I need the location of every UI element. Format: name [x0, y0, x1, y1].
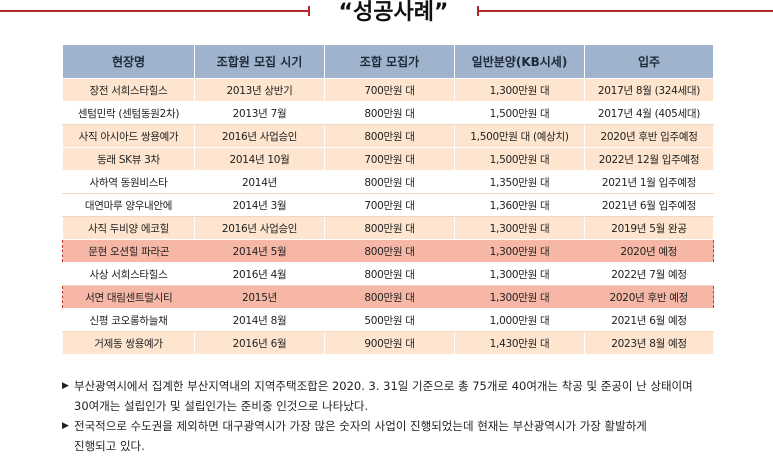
cell-general-sale-price: 1,500만원 대	[454, 147, 585, 171]
cell-move-in: 2020년 예정	[584, 239, 714, 263]
cell-recruit-period: 2015년	[194, 285, 325, 309]
success-cases-table: 현장명 조합원 모집 시기 조합 모집가 일반분양(KB시세) 입주 장전 서희…	[62, 44, 714, 355]
note-line: 30여개는 설립인가 및 설립인가는 준비중 인것으로 나타났다.	[74, 399, 369, 413]
cell-recruit-period: 2014년 3월	[194, 193, 325, 217]
title-banner: “성공사례”	[0, 0, 773, 36]
cell-recruit-period: 2016년 사업승인	[194, 216, 325, 240]
cell-site-name: 센텀민락 (센텀동원2차)	[62, 101, 195, 125]
title-rule-left-tick	[308, 6, 310, 16]
column-header-recruit-period: 조합원 모집 시기	[194, 44, 325, 79]
cell-general-sale-price: 1,430만원 대	[454, 331, 585, 355]
cell-recruit-period: 2013년 상반기	[194, 78, 325, 102]
cell-move-in: 2017년 4월 (405세대)	[584, 101, 714, 125]
cell-site-name: 거제동 쌍용예가	[62, 331, 195, 355]
cell-site-name: 장전 서희스타힐스	[62, 78, 195, 102]
cell-general-sale-price: 1,300만원 대	[454, 78, 585, 102]
cell-move-in: 2021년 6월 입주예정	[584, 193, 714, 217]
cell-general-sale-price: 1,350만원 대	[454, 170, 585, 194]
cell-recruit-period: 2014년 5월	[194, 239, 325, 263]
table-header-row: 현장명 조합원 모집 시기 조합 모집가 일반분양(KB시세) 입주	[62, 44, 714, 79]
cell-general-sale-price: 1,300만원 대	[454, 285, 585, 309]
table-row: 장전 서희스타힐스 2013년 상반기 700만원 대 1,300만원 대 20…	[62, 78, 714, 102]
table-row: 대연마루 양우내안에 2014년 3월 700만원 대 1,360만원 대 20…	[62, 193, 714, 217]
note-line: 부산광역시에서 집계한 부산지역내의 지역주택조합은 2020. 3. 31일 …	[74, 379, 693, 393]
cell-general-sale-price: 1,300만원 대	[454, 262, 585, 286]
bullet-triangle-icon: ▶	[62, 381, 69, 391]
cell-recruit-price: 500만원 대	[324, 308, 455, 332]
cell-site-name: 사직 두비양 에코힐	[62, 216, 195, 240]
column-header-recruit-price: 조합 모집가	[324, 44, 455, 79]
cell-move-in: 2022년 12월 입주예정	[584, 147, 714, 171]
cell-site-name: 사직 아시아드 쌍용예가	[62, 124, 195, 148]
title-rule-left	[0, 10, 310, 12]
table-row: 거제동 쌍용예가 2016년 6월 900만원 대 1,430만원 대 2023…	[62, 331, 714, 355]
cell-recruit-period: 2016년 4월	[194, 262, 325, 286]
cell-move-in: 2019년 5월 완공	[584, 216, 714, 240]
cell-site-name: 신평 코오롱하늘채	[62, 308, 195, 332]
table-row: 사직 두비양 에코힐 2016년 사업승인 800만원 대 1,300만원 대 …	[62, 216, 714, 240]
cell-recruit-price: 800만원 대	[324, 262, 455, 286]
cell-recruit-period: 2014년 10월	[194, 147, 325, 171]
cell-recruit-price: 700만원 대	[324, 78, 455, 102]
cell-recruit-price: 700만원 대	[324, 147, 455, 171]
table-row: 사하역 동원비스타 2014년 800만원 대 1,350만원 대 2021년 …	[62, 170, 714, 194]
notes-section: ▶ 부산광역시에서 집계한 부산지역내의 지역주택조합은 2020. 3. 31…	[62, 376, 752, 456]
cell-site-name: 동래 SK뷰 3차	[62, 147, 195, 171]
cell-general-sale-price: 1,300만원 대	[454, 239, 585, 263]
note-item: ▶ 전국적으로 수도권을 제외하면 대구광역시가 가장 많은 숫자의 사업이 진…	[62, 416, 752, 456]
cell-move-in: 2023년 8월 예정	[584, 331, 714, 355]
cell-recruit-price: 800만원 대	[324, 216, 455, 240]
cell-recruit-period: 2014년	[194, 170, 325, 194]
table-row: 센텀민락 (센텀동원2차) 2013년 7월 800만원 대 1,500만원 대…	[62, 101, 714, 125]
cell-recruit-period: 2014년 8월	[194, 308, 325, 332]
cell-recruit-price: 800만원 대	[324, 101, 455, 125]
cell-site-name: 대연마루 양우내안에	[62, 193, 195, 217]
cell-recruit-price: 800만원 대	[324, 170, 455, 194]
bullet-triangle-icon: ▶	[62, 421, 69, 431]
table-row-highlighted: 문현 오션힐 파라곤 2014년 5월 800만원 대 1,300만원 대 20…	[62, 239, 714, 263]
table-row-highlighted: 서면 대림센트럴시티 2015년 800만원 대 1,300만원 대 2020년…	[62, 285, 714, 309]
cell-site-name: 문현 오션힐 파라곤	[62, 239, 195, 263]
cell-move-in: 2020년 후반 예정	[584, 285, 714, 309]
cell-recruit-price: 900만원 대	[324, 331, 455, 355]
cell-move-in: 2020년 후반 입주예정	[584, 124, 714, 148]
page-title: “성공사례”	[338, 0, 449, 25]
cell-general-sale-price: 1,360만원 대	[454, 193, 585, 217]
cell-recruit-period: 2013년 7월	[194, 101, 325, 125]
cell-recruit-period: 2016년 6월	[194, 331, 325, 355]
table-row: 신평 코오롱하늘채 2014년 8월 500만원 대 1,000만원 대 202…	[62, 308, 714, 332]
note-line: 진행되고 있다.	[74, 439, 145, 453]
column-header-site-name: 현장명	[62, 44, 195, 79]
cell-move-in: 2017년 8월 (324세대)	[584, 78, 714, 102]
cell-site-name: 서면 대림센트럴시티	[62, 285, 195, 309]
cell-move-in: 2021년 1월 입주예정	[584, 170, 714, 194]
cell-recruit-period: 2016년 사업승인	[194, 124, 325, 148]
cell-general-sale-price: 1,500만원 대 (예상치)	[454, 124, 585, 148]
cell-recruit-price: 800만원 대	[324, 285, 455, 309]
cell-site-name: 사하역 동원비스타	[62, 170, 195, 194]
cell-recruit-price: 700만원 대	[324, 193, 455, 217]
cell-general-sale-price: 1,500만원 대	[454, 101, 585, 125]
table-row: 사직 아시아드 쌍용예가 2016년 사업승인 800만원 대 1,500만원 …	[62, 124, 714, 148]
cell-recruit-price: 800만원 대	[324, 124, 455, 148]
cell-general-sale-price: 1,300만원 대	[454, 216, 585, 240]
table-row: 동래 SK뷰 3차 2014년 10월 700만원 대 1,500만원 대 20…	[62, 147, 714, 171]
note-item: ▶ 부산광역시에서 집계한 부산지역내의 지역주택조합은 2020. 3. 31…	[62, 376, 752, 416]
cell-recruit-price: 800만원 대	[324, 239, 455, 263]
cell-move-in: 2021년 6월 예정	[584, 308, 714, 332]
title-rule-right	[477, 10, 773, 12]
cell-general-sale-price: 1,000만원 대	[454, 308, 585, 332]
note-line: 전국적으로 수도권을 제외하면 대구광역시가 가장 많은 숫자의 사업이 진행되…	[74, 419, 647, 433]
table-row: 사상 서희스타힐스 2016년 4월 800만원 대 1,300만원 대 202…	[62, 262, 714, 286]
column-header-move-in: 입주	[584, 44, 714, 79]
cell-site-name: 사상 서희스타힐스	[62, 262, 195, 286]
column-header-general-sale-price: 일반분양(KB시세)	[454, 44, 585, 79]
cell-move-in: 2022년 7월 예정	[584, 262, 714, 286]
